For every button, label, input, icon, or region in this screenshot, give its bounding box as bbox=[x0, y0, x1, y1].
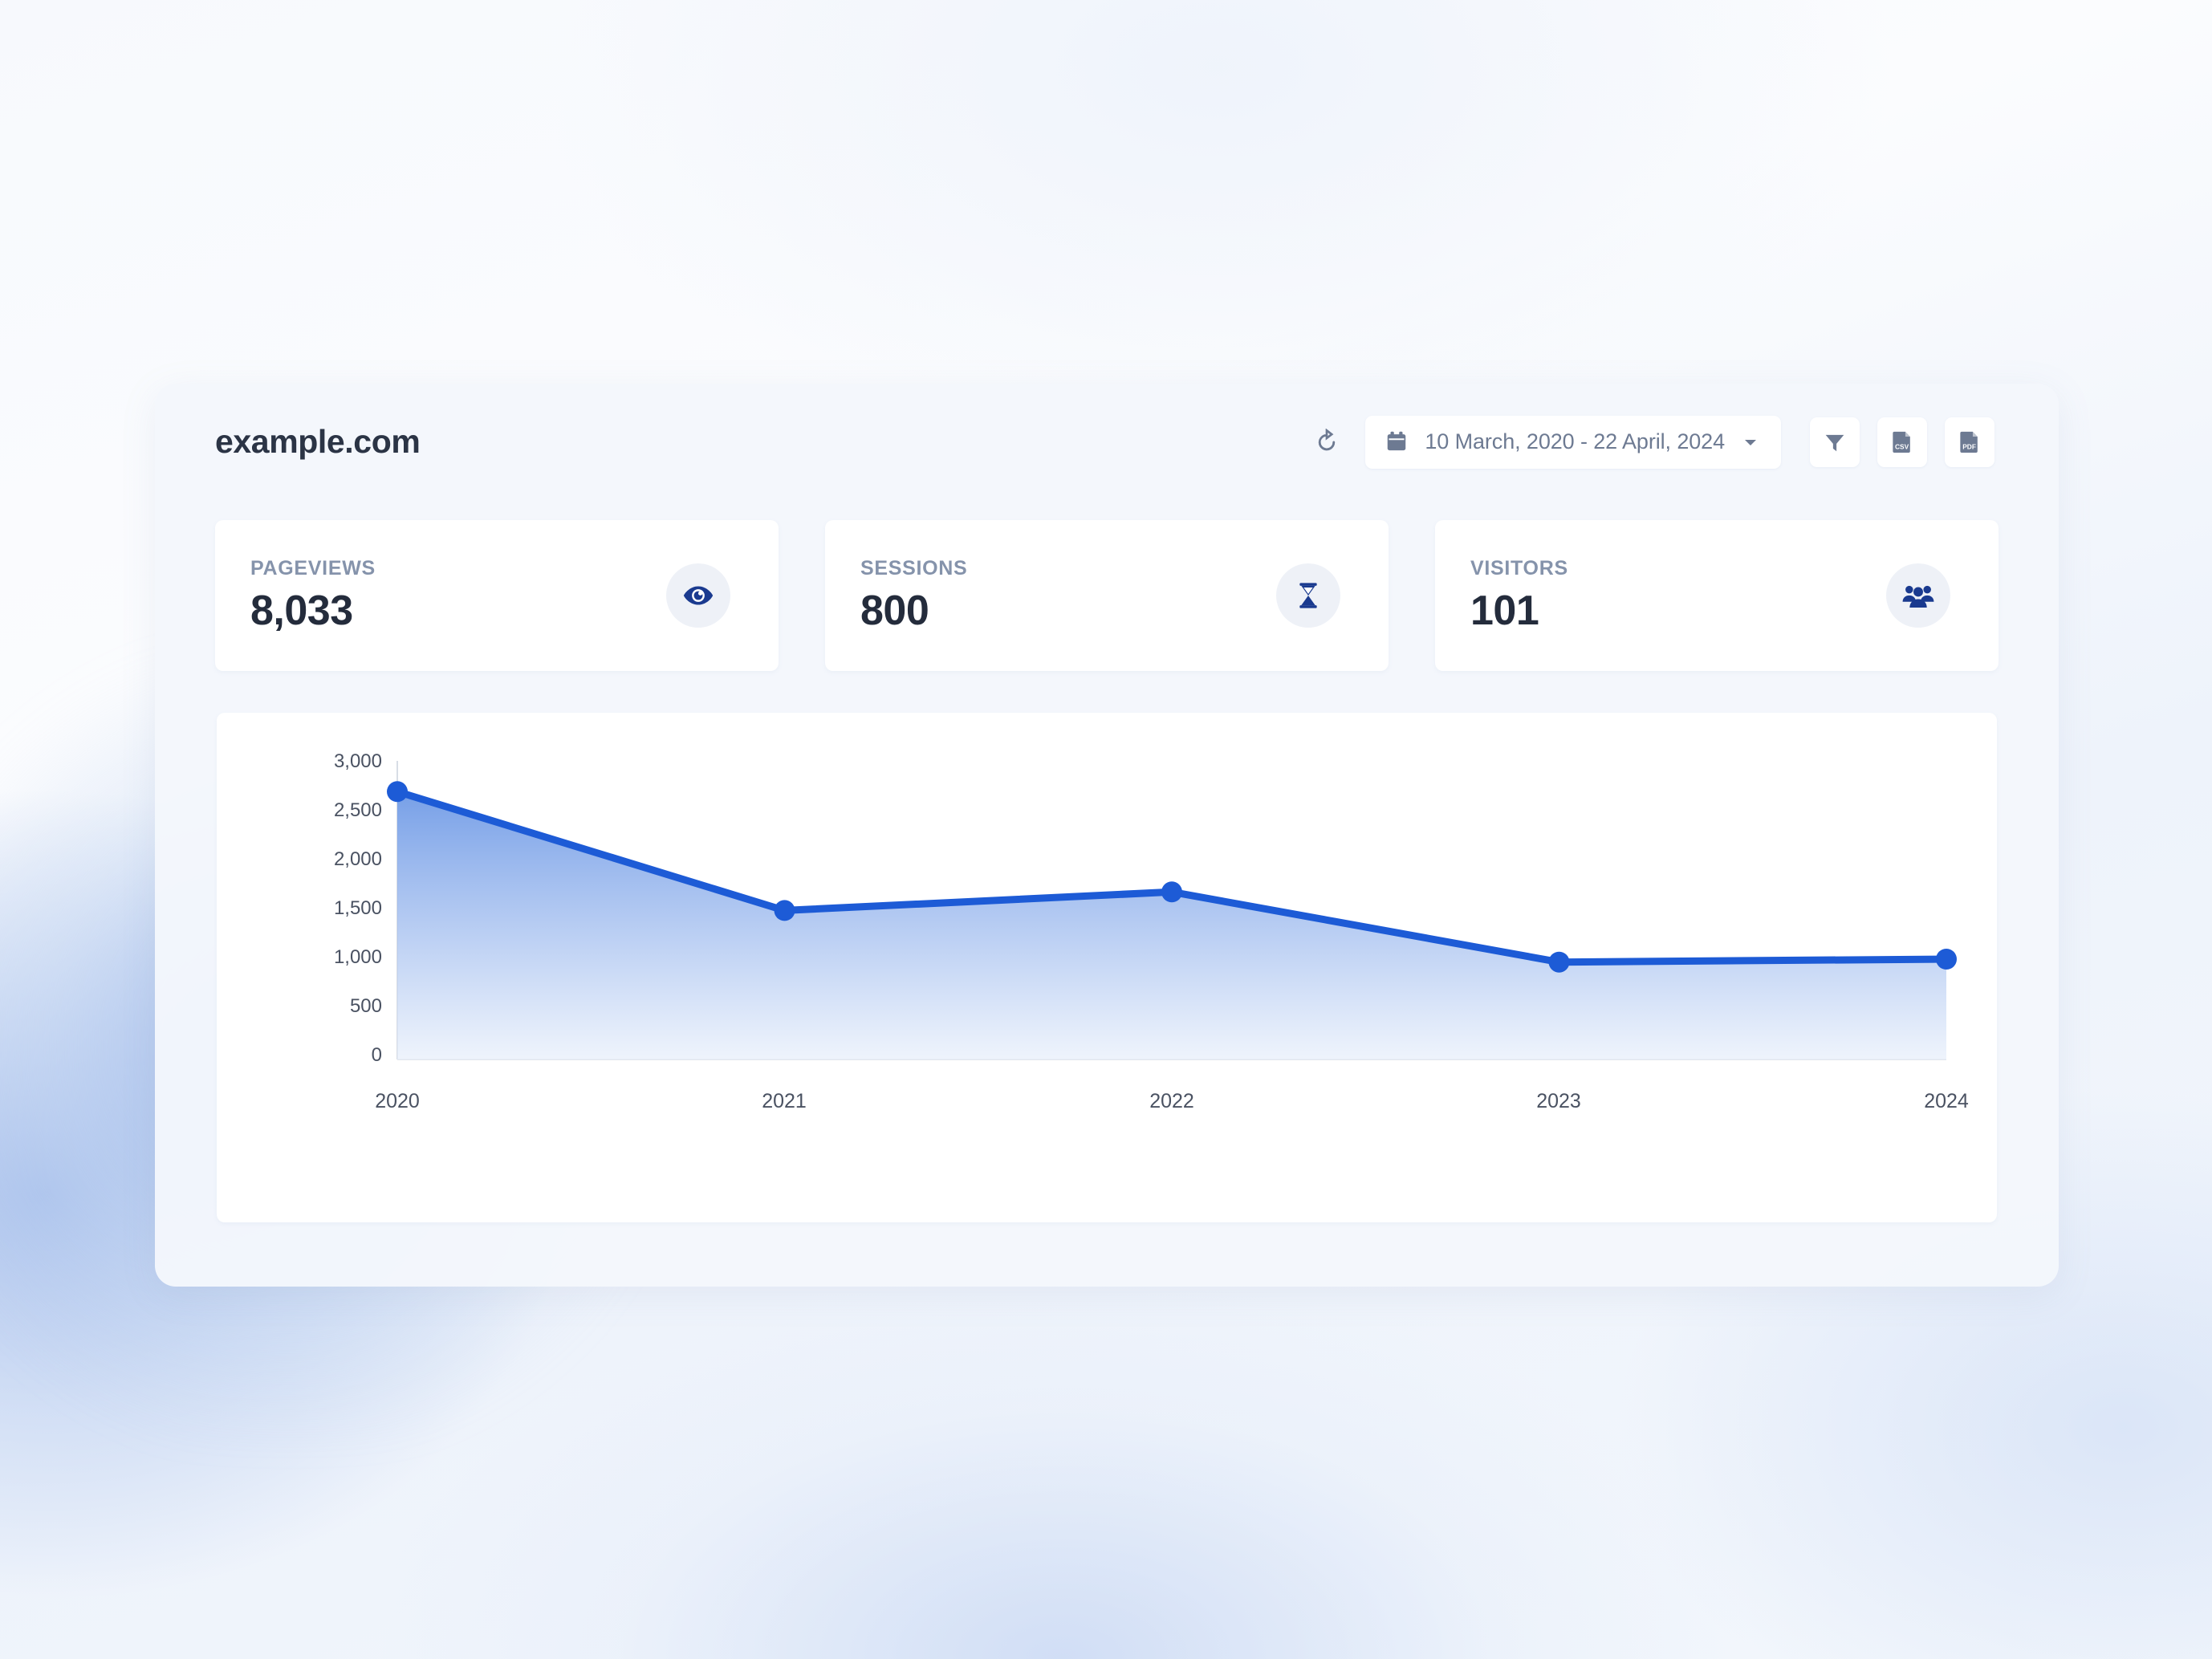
chart-data-points[interactable] bbox=[387, 781, 1957, 973]
page-title: example.com bbox=[215, 423, 421, 460]
stat-cards-row: PAGEVIEWS 8,033 SESSIONS 800 bbox=[215, 520, 1999, 671]
stat-card-visitors: VISITORS 101 bbox=[1435, 520, 1999, 671]
csv-label: CSV bbox=[1895, 442, 1909, 450]
y-tick-label: 1,000 bbox=[334, 946, 382, 968]
calendar-icon bbox=[1388, 431, 1406, 451]
analytics-dashboard-panel: example.com 10 March, 2020 - 22 Apri bbox=[155, 384, 2059, 1287]
y-tick-label: 2,000 bbox=[334, 848, 382, 870]
date-range-label: 10 March, 2020 - 22 April, 2024 bbox=[1425, 429, 1725, 453]
stat-label: SESSIONS bbox=[860, 556, 968, 579]
filter-button[interactable] bbox=[1810, 417, 1860, 467]
stat-icon-badge bbox=[1886, 563, 1950, 628]
y-axis-ticks: 3,000 2,500 2,000 1,500 1,000 500 0 bbox=[334, 750, 382, 1066]
dashboard-header: example.com 10 March, 2020 - 22 Apri bbox=[155, 384, 2059, 500]
export-pdf-button[interactable]: PDF bbox=[1945, 417, 1994, 467]
filter-icon bbox=[1825, 434, 1844, 451]
stat-card-text: SESSIONS 800 bbox=[860, 557, 967, 635]
csv-file-icon: CSV bbox=[1893, 431, 1910, 453]
pageviews-area-chart[interactable]: 3,000 2,500 2,000 1,500 1,000 500 0 2020… bbox=[217, 713, 1997, 1222]
stat-card-sessions: SESSIONS 800 bbox=[825, 520, 1389, 671]
stat-card-pageviews: PAGEVIEWS 8,033 bbox=[215, 520, 779, 671]
stat-card-text: VISITORS 101 bbox=[1470, 557, 1568, 635]
refresh-icon bbox=[1319, 428, 1336, 450]
chart-area-fill bbox=[397, 791, 1946, 1059]
chart-point-2023[interactable] bbox=[1548, 951, 1570, 973]
stat-icon-badge bbox=[666, 563, 730, 628]
header-toolbar: 10 March, 2020 - 22 April, 2024 CSV bbox=[1301, 415, 1994, 469]
x-tick-label: 2021 bbox=[762, 1090, 807, 1112]
x-tick-label: 2022 bbox=[1149, 1090, 1194, 1112]
x-tick-label: 2023 bbox=[1536, 1090, 1581, 1112]
chart-point-2022[interactable] bbox=[1161, 881, 1182, 903]
y-tick-label: 1,500 bbox=[334, 897, 382, 919]
chevron-down-icon[interactable] bbox=[1741, 433, 1760, 452]
stat-card-text: PAGEVIEWS 8,033 bbox=[250, 557, 376, 635]
chart-point-2021[interactable] bbox=[774, 900, 795, 921]
people-icon bbox=[1902, 585, 1934, 608]
y-tick-label: 500 bbox=[350, 995, 382, 1017]
x-tick-label: 2024 bbox=[1924, 1090, 1969, 1112]
x-tick-label: 2020 bbox=[375, 1090, 420, 1112]
y-tick-label: 0 bbox=[372, 1044, 382, 1066]
date-range-picker[interactable]: 10 March, 2020 - 22 April, 2024 bbox=[1365, 415, 1781, 469]
eye-icon bbox=[683, 586, 714, 605]
y-tick-label: 2,500 bbox=[334, 799, 382, 821]
stat-label: PAGEVIEWS bbox=[250, 556, 376, 579]
pdf-label: PDF bbox=[1962, 442, 1976, 450]
x-axis-ticks: 2020 2021 2022 2023 2024 bbox=[375, 1090, 1969, 1112]
export-csv-button[interactable]: CSV bbox=[1877, 417, 1927, 467]
refresh-button[interactable] bbox=[1301, 417, 1352, 468]
stat-value: 8,033 bbox=[250, 587, 353, 634]
hourglass-icon bbox=[1299, 583, 1317, 608]
stat-label: VISITORS bbox=[1470, 556, 1568, 579]
stat-value: 101 bbox=[1470, 587, 1539, 634]
stat-icon-badge bbox=[1276, 563, 1340, 628]
chart-point-2020[interactable] bbox=[387, 781, 408, 803]
stat-value: 800 bbox=[860, 587, 929, 634]
pageviews-chart-card: 3,000 2,500 2,000 1,500 1,000 500 0 2020… bbox=[217, 713, 1997, 1222]
chart-point-2024[interactable] bbox=[1936, 949, 1957, 970]
pdf-file-icon: PDF bbox=[1960, 431, 1978, 453]
y-tick-label: 3,000 bbox=[334, 750, 382, 772]
